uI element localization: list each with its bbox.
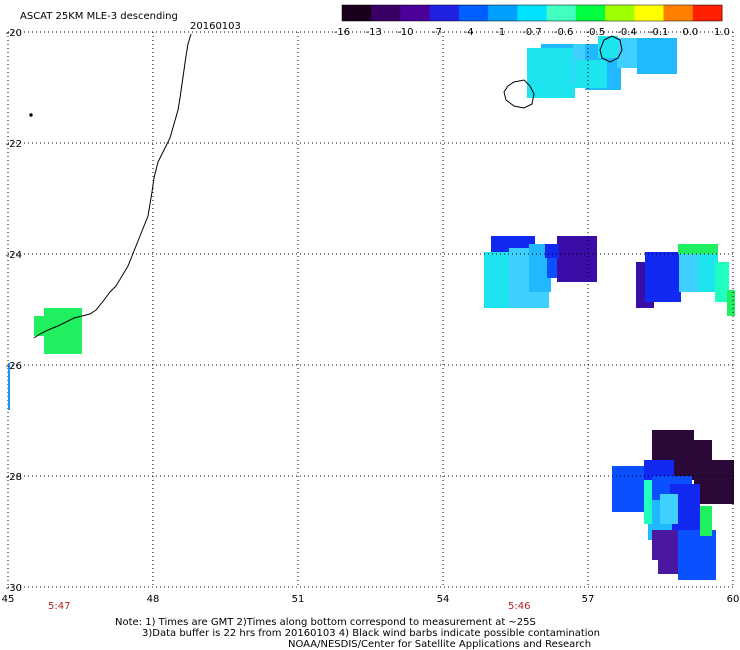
y-tick-label: -20: [6, 28, 22, 39]
reunion-coast: [503, 79, 535, 109]
colorbar-segment: [458, 5, 489, 21]
wind-cell: [678, 244, 718, 254]
x-tick-label: 48: [147, 594, 160, 605]
colorbar-segment: [634, 5, 665, 21]
colorbar-label: -0.4: [617, 27, 637, 38]
wind-cell: [484, 252, 510, 308]
coastline: [29, 33, 623, 339]
x-tick-label: 51: [292, 594, 305, 605]
colorbar-label: -16: [334, 27, 350, 38]
colorbar-segment: [575, 5, 606, 21]
map-date: 20160103: [190, 21, 241, 32]
x-tick-labels: 45 48 51 54 57 60: [2, 594, 740, 605]
colorbar-label: -0.5: [586, 27, 606, 38]
colorbar-segment: [546, 5, 577, 21]
wind-cell: [34, 318, 44, 336]
x-tick-label: 57: [582, 594, 595, 605]
colorbar-segment: [692, 5, 723, 21]
colorbar-label: 1.0: [714, 27, 730, 38]
wind-data-cells: [34, 36, 735, 580]
wind-cell: [715, 262, 729, 302]
colorbar-label: -13: [365, 27, 381, 38]
wind-cell: [612, 466, 646, 512]
colorbar-label: -0.1: [649, 27, 669, 38]
wind-cell: [700, 506, 712, 536]
colorbar-segment: [517, 5, 548, 21]
wind-cell: [644, 480, 652, 524]
wind-cell: [694, 460, 734, 504]
wind-cell: [645, 252, 681, 302]
colorbar-segment: [488, 5, 518, 21]
colorbar: [341, 4, 723, 22]
y-tick-labels: -20 -22 -24 -26 -28 -30: [6, 28, 22, 594]
lat-lon-grid: [7, 31, 734, 588]
wind-cell: [557, 236, 597, 282]
colorbar-segment: [429, 5, 460, 21]
time-label-left: 5:47: [48, 601, 70, 612]
colorbar-label: 0.0: [682, 27, 698, 38]
colorbar-segment: [400, 5, 431, 21]
wind-cell: [637, 38, 677, 74]
note-line-1: Note: 1) Times are GMT 2)Times along bot…: [115, 617, 536, 628]
x-tick-label: 45: [2, 594, 15, 605]
wind-cell: [727, 290, 735, 316]
y-tick-label: -22: [6, 139, 22, 150]
wind-cell: [545, 244, 559, 258]
colorbar-labels: -16 -13 -10 -7 -4 -1 -0.7 -0.6 -0.5 -0.4 -0.1 0.0 1.…: [334, 27, 730, 38]
wind-cell: [527, 48, 575, 98]
colorbar-label: -10: [397, 27, 413, 38]
x-tick-label: 54: [437, 594, 450, 605]
mauritius-coast: [599, 35, 623, 63]
colorbar-segment: [371, 5, 401, 21]
colorbar-segment: [663, 5, 694, 21]
madagascar-coast: [33, 33, 192, 339]
y-tick-label: -24: [6, 250, 22, 261]
wind-cell: [575, 60, 607, 88]
colorbar-label: -0.6: [554, 27, 574, 38]
colorbar-segment: [342, 5, 372, 21]
wind-cell: [44, 308, 82, 354]
islet: [29, 113, 33, 117]
note-line-2: 3)Data buffer is 22 hrs from 20160103 4)…: [142, 628, 600, 639]
wind-cell: [660, 494, 678, 524]
note-line-3: NOAA/NESDIS/Center for Satellite Applica…: [288, 639, 592, 650]
y-tick-label: -26: [6, 361, 22, 372]
map-title: ASCAT 25KM MLE-3 descending: [20, 11, 178, 22]
x-tick-label: 60: [727, 594, 740, 605]
colorbar-frame: [341, 4, 723, 22]
wind-cell: [658, 556, 678, 574]
wind-cell: [698, 252, 718, 292]
time-label-right: 5:46: [508, 601, 530, 612]
wind-cell: [678, 530, 716, 580]
colorbar-segment: [605, 5, 635, 21]
y-tick-label: -28: [6, 472, 22, 483]
wind-cell: [652, 530, 680, 560]
y-tick-label: -30: [6, 583, 22, 594]
